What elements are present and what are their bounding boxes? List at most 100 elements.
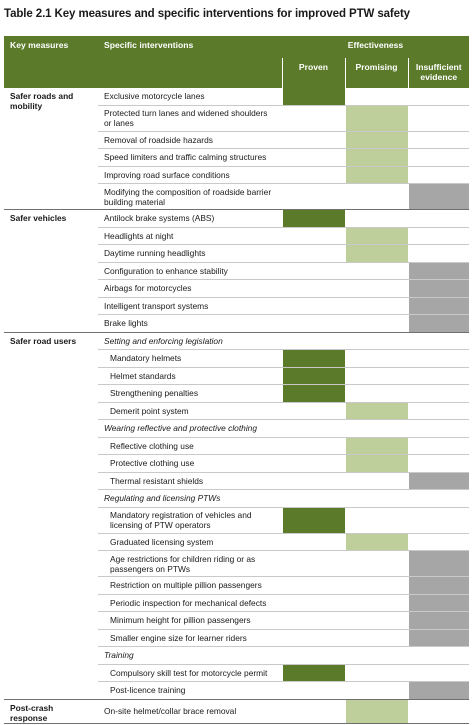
insufficient-cell xyxy=(407,646,470,665)
proven-cell xyxy=(281,209,345,228)
proven-cell xyxy=(281,279,345,298)
proven-cell xyxy=(281,437,345,455)
promising-cell xyxy=(344,244,408,263)
promising-cell xyxy=(344,384,408,403)
promising-cell xyxy=(344,646,408,665)
intervention: Brake lights xyxy=(98,314,282,333)
proven-cell xyxy=(281,507,345,534)
intervention: Modifying the composition of roadside ba… xyxy=(98,183,282,210)
intervention: Age restrictions for children riding or … xyxy=(98,550,282,577)
intervention: Protected turn lanes and widened shoulde… xyxy=(98,105,282,132)
table-row: Wearing reflective and protective clothi… xyxy=(4,419,470,438)
table-row: Brake lights xyxy=(4,314,470,333)
promising-cell xyxy=(344,533,408,551)
intervention: Compulsory skill test for motorcycle per… xyxy=(98,664,282,682)
intervention: On-site helmet/collar brace removal xyxy=(98,699,282,724)
intervention-subheading: Training xyxy=(98,646,282,665)
intervention: Post-licence training xyxy=(98,681,282,700)
header-insufficient-evidence: Insufficient evidence xyxy=(407,58,470,88)
intervention: Improving road surface conditions xyxy=(98,166,282,184)
promising-cell xyxy=(344,148,408,167)
table-row: Headlights at night xyxy=(4,227,470,245)
promising-cell xyxy=(344,437,408,455)
proven-cell xyxy=(281,262,345,280)
intervention: Configuration to enhance stability xyxy=(98,262,282,280)
table-row: Safer vehicles Antilock brake systems (AB… xyxy=(4,209,470,333)
promising-cell xyxy=(344,699,408,724)
promising-cell xyxy=(344,681,408,700)
table-row: Post-crash response On-site helmet/collar… xyxy=(4,699,470,724)
insufficient-cell xyxy=(407,699,470,724)
table-row: Graduated licensing system xyxy=(4,533,470,551)
proven-cell xyxy=(281,419,345,438)
insufficient-cell xyxy=(407,227,470,245)
proven-cell xyxy=(281,611,345,630)
insufficient-cell xyxy=(407,533,470,551)
intervention: Graduated licensing system xyxy=(98,533,282,551)
table-row: Compulsory skill test for motorcycle per… xyxy=(4,664,470,682)
intervention-subheading: Regulating and licensing PTWs xyxy=(98,489,282,508)
table-body: Safer roads and mobility Exclusive motorc… xyxy=(4,88,470,724)
promising-cell xyxy=(344,131,408,149)
insufficient-cell xyxy=(407,367,470,385)
table-row: Age restrictions for children riding or … xyxy=(4,550,470,577)
insufficient-cell xyxy=(407,131,470,149)
intervention: Headlights at night xyxy=(98,227,282,245)
table-row: Restriction on multiple pillion passenge… xyxy=(4,576,470,595)
intervention: Removal of roadside hazards xyxy=(98,131,282,149)
intervention: Smaller engine size for learner riders xyxy=(98,629,282,647)
table-row: Safer roads and mobility Exclusive motorc… xyxy=(4,88,470,210)
promising-cell xyxy=(344,576,408,595)
insufficient-cell xyxy=(407,148,470,167)
table-row: Removal of roadside hazards xyxy=(4,131,470,149)
table-row: Mandatory helmets xyxy=(4,349,470,368)
proven-cell xyxy=(281,533,345,551)
table-row: Modifying the composition of roadside ba… xyxy=(4,183,470,210)
intervention: Antilock brake systems (ABS) xyxy=(98,209,282,228)
promising-cell xyxy=(344,105,408,132)
insufficient-cell xyxy=(407,332,470,350)
proven-cell xyxy=(281,297,345,315)
insufficient-cell xyxy=(407,88,470,106)
insufficient-cell xyxy=(407,314,470,333)
intervention-subheading: Setting and enforcing legislation xyxy=(98,332,282,350)
promising-cell xyxy=(344,594,408,612)
table-row: Configuration to enhance stability xyxy=(4,262,470,280)
intervention: Intelligent transport systems xyxy=(98,297,282,315)
promising-cell xyxy=(344,419,408,438)
proven-cell xyxy=(281,384,345,403)
table-row: Mandatory registration of vehicles and l… xyxy=(4,507,470,534)
interventions-table: Key measures Specific interventions Effe… xyxy=(4,36,470,724)
intervention: Speed limiters and traffic calming struc… xyxy=(98,148,282,167)
intervention: Daytime running headlights xyxy=(98,244,282,263)
promising-cell xyxy=(344,297,408,315)
intervention: Mandatory registration of vehicles and l… xyxy=(98,507,282,534)
table-row: Speed limiters and traffic calming struc… xyxy=(4,148,470,167)
intervention: Restriction on multiple pillion passenge… xyxy=(98,576,282,595)
key-measure: Safer roads and mobility xyxy=(4,88,98,210)
promising-cell xyxy=(344,227,408,245)
promising-cell xyxy=(344,611,408,630)
intervention: Airbags for motorcycles xyxy=(98,279,282,298)
intervention: Exclusive motorcycle lanes xyxy=(98,88,282,106)
table-row: Safer road users Setting and enforcing le… xyxy=(4,332,470,700)
insufficient-cell xyxy=(407,629,470,647)
header-promising: Promising xyxy=(344,58,408,88)
proven-cell xyxy=(281,550,345,577)
proven-cell xyxy=(281,629,345,647)
insufficient-cell xyxy=(407,437,470,455)
promising-cell xyxy=(344,279,408,298)
insufficient-cell xyxy=(407,419,470,438)
insufficient-cell xyxy=(407,297,470,315)
insufficient-cell xyxy=(407,384,470,403)
proven-cell xyxy=(281,349,345,368)
insufficient-cell xyxy=(407,576,470,595)
intervention-subheading: Wearing reflective and protective clothi… xyxy=(98,419,282,438)
promising-cell xyxy=(344,402,408,420)
proven-cell xyxy=(281,454,345,473)
insufficient-cell xyxy=(407,664,470,682)
insufficient-cell xyxy=(407,105,470,132)
insufficient-cell xyxy=(407,244,470,263)
insufficient-cell xyxy=(407,262,470,280)
